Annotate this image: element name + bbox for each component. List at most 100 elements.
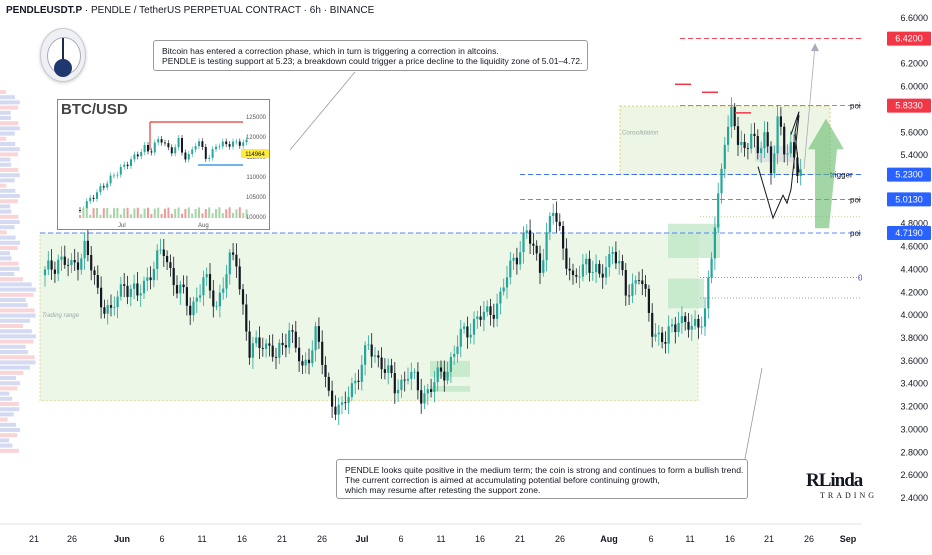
candle-body bbox=[337, 404, 340, 415]
candle-body bbox=[43, 269, 47, 276]
candle-body bbox=[298, 347, 301, 362]
candle-body bbox=[581, 264, 584, 277]
candle-body bbox=[185, 287, 188, 306]
inset-candle-body bbox=[187, 153, 190, 160]
y-tick-label: 6.6000 bbox=[900, 13, 928, 23]
volume-profile-bar bbox=[0, 365, 30, 370]
candle-body bbox=[651, 312, 654, 337]
candle-body bbox=[248, 331, 251, 358]
volume-profile-bar bbox=[0, 334, 36, 339]
candle-body bbox=[538, 253, 542, 273]
candle-body bbox=[182, 284, 185, 288]
inset-volume-bar bbox=[109, 214, 112, 218]
candle-body bbox=[595, 263, 598, 272]
candle-body bbox=[710, 258, 713, 278]
candle-body bbox=[644, 284, 647, 289]
inset-volume-bar bbox=[215, 209, 217, 218]
y-tick-label: 6.2000 bbox=[900, 59, 928, 69]
candle-body bbox=[70, 260, 73, 266]
volume-profile-bar bbox=[0, 266, 20, 271]
candle-body bbox=[397, 389, 400, 394]
candle-body bbox=[199, 295, 202, 298]
candle-body bbox=[166, 255, 169, 263]
candle-body bbox=[139, 293, 142, 296]
candle-body bbox=[390, 365, 393, 374]
candle-body bbox=[463, 326, 466, 329]
candle-body bbox=[373, 355, 377, 357]
y-tick-label: 4.8000 bbox=[900, 219, 928, 229]
candle-body bbox=[657, 332, 660, 335]
candle-body bbox=[598, 263, 601, 274]
candle-body bbox=[202, 277, 205, 296]
candle-body bbox=[482, 311, 485, 320]
candle-body bbox=[515, 257, 518, 265]
candle-body bbox=[251, 343, 254, 358]
candle-body bbox=[212, 290, 215, 307]
volume-profile-bar bbox=[0, 220, 20, 224]
inset-candle-body bbox=[164, 142, 166, 144]
candle-body bbox=[667, 326, 670, 344]
candle-body bbox=[195, 297, 198, 302]
logo-line-2: TRADING bbox=[820, 491, 877, 500]
candle-body bbox=[585, 258, 588, 265]
inset-candle-body bbox=[218, 146, 221, 148]
candle-body bbox=[624, 270, 627, 296]
candle-body bbox=[472, 318, 476, 335]
x-tick-label: Jun bbox=[114, 534, 130, 544]
volume-profile-bar bbox=[0, 240, 20, 245]
y-tick-label: 3.8000 bbox=[900, 333, 928, 343]
candle-body bbox=[687, 321, 690, 330]
inset-candle-body bbox=[167, 143, 170, 148]
inset-candle-body bbox=[235, 141, 238, 143]
logo-line-1: RLinda bbox=[806, 470, 863, 491]
inset-x-tick: Jul bbox=[118, 223, 126, 229]
candle-body bbox=[179, 284, 182, 294]
volume-profile-bar bbox=[0, 417, 8, 422]
candle-body bbox=[634, 280, 637, 284]
candle-body bbox=[238, 266, 241, 290]
candle-body bbox=[119, 284, 122, 297]
inset-volume-bar bbox=[177, 207, 180, 218]
inset-volume-bar bbox=[126, 207, 129, 218]
volume-profile-bar bbox=[0, 142, 16, 146]
inset-volume-bar bbox=[198, 207, 200, 218]
inset-volume-bar bbox=[184, 208, 187, 218]
x-tick-label: 26 bbox=[804, 534, 814, 544]
volume-profile-bar bbox=[0, 277, 23, 282]
candle-body bbox=[218, 292, 221, 307]
inset-volume-bar bbox=[232, 213, 234, 218]
inset-volume-bar bbox=[99, 214, 102, 218]
symbol-description: PENDLE / TetherUS PERPETUAL CONTRACT · 6… bbox=[91, 5, 375, 16]
inset-volume-bar bbox=[157, 207, 160, 218]
volume-profile-bar bbox=[0, 381, 20, 386]
volume-profile-bar bbox=[0, 110, 11, 115]
callout-top-line-1: Bitcoin has entered a correction phase, … bbox=[162, 46, 499, 56]
x-tick-label: 26 bbox=[555, 534, 565, 544]
callout-top-line-2: PENDLE is testing support at 5.23; a bre… bbox=[162, 56, 583, 66]
candle-body bbox=[565, 248, 568, 269]
volume-profile-bar bbox=[0, 282, 32, 287]
candle-body bbox=[360, 364, 363, 382]
symbol-label: PENDLEUSDT.P bbox=[6, 5, 83, 16]
trading-range-zone bbox=[39, 232, 699, 402]
x-tick-label: Jul bbox=[355, 534, 368, 544]
volume-profile-bar bbox=[0, 391, 10, 396]
candle-body bbox=[786, 153, 789, 155]
candle-body bbox=[750, 133, 753, 149]
volume-profile-bar bbox=[0, 126, 20, 131]
candle-body bbox=[86, 240, 89, 256]
inset-volume-bar bbox=[85, 208, 88, 218]
demand-zone bbox=[430, 386, 470, 392]
candles bbox=[43, 97, 802, 425]
y-tick-label: 4.2000 bbox=[900, 287, 928, 297]
candle-body bbox=[555, 212, 558, 222]
volume-profile-bar bbox=[0, 178, 15, 183]
level-price-badge bbox=[887, 167, 931, 182]
inset-candle-body bbox=[215, 146, 217, 150]
candle-body bbox=[776, 116, 779, 154]
inset-candle-body bbox=[96, 192, 98, 199]
candle-body bbox=[436, 367, 439, 383]
candle-body bbox=[274, 356, 278, 358]
